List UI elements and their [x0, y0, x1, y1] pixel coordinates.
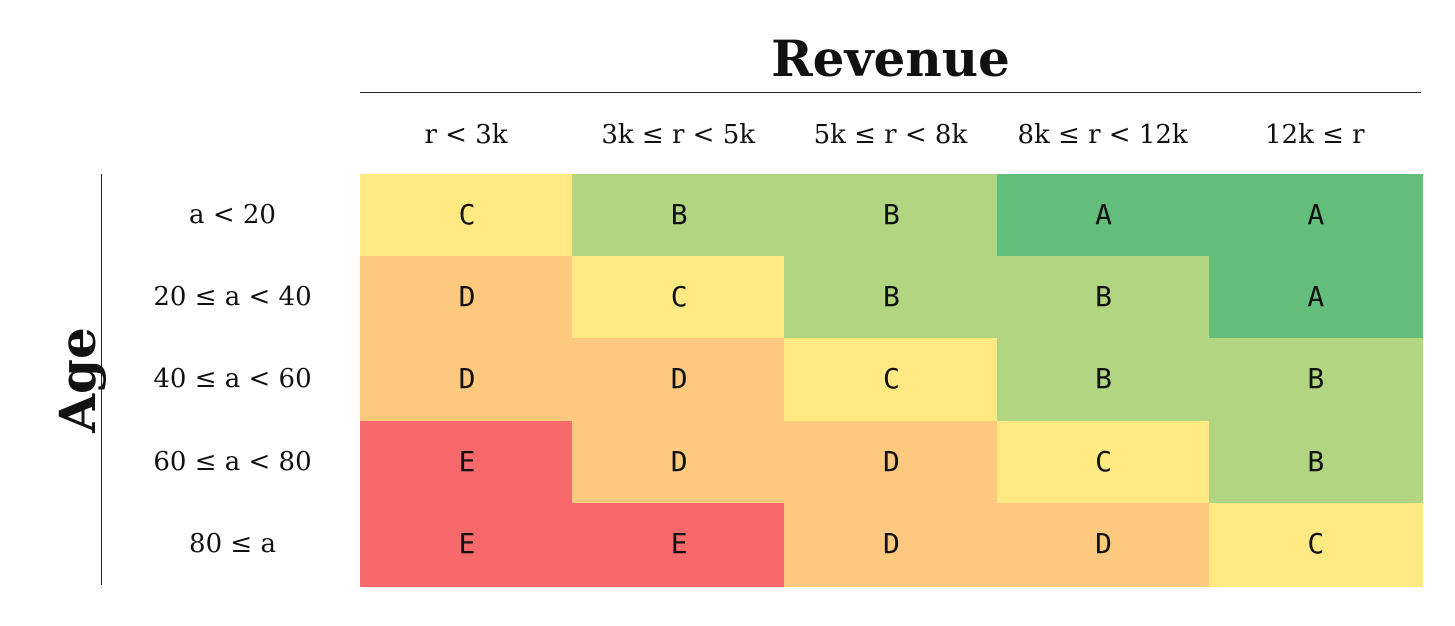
revenue-axis-rule: [360, 92, 1421, 93]
grade-cell: D: [784, 420, 999, 505]
age-row-header: 20 ≤ a < 40: [153, 282, 312, 313]
grade-cell: B: [784, 256, 999, 341]
grade-cell: C: [360, 174, 574, 258]
revenue-column-header: r < 3k: [424, 120, 508, 150]
grade-cell: D: [784, 502, 999, 587]
grade-cell: C: [996, 420, 1211, 505]
grade-cell: B: [996, 338, 1211, 423]
revenue-column-header: 5k ≤ r < 8k: [813, 120, 968, 150]
age-row-header: 80 ≤ a: [189, 528, 276, 559]
grade-cell: D: [572, 420, 787, 505]
age-axis-rule: [101, 174, 102, 585]
grade-cell: B: [1208, 420, 1423, 505]
grade-cell: B: [996, 256, 1211, 341]
grade-cell: B: [572, 174, 787, 258]
grade-cell: C: [784, 338, 999, 423]
grade-cell: C: [1208, 502, 1423, 587]
grade-cell: A: [1208, 174, 1423, 258]
age-row-header: 60 ≤ a < 80: [153, 446, 312, 477]
grade-cell: D: [360, 338, 574, 423]
grade-cell: E: [572, 502, 787, 587]
grade-cell: E: [360, 502, 574, 587]
revenue-axis-title: Revenue: [771, 29, 1010, 88]
age-row-header: a < 20: [189, 200, 276, 230]
grade-cell: D: [572, 338, 787, 423]
grade-cell: B: [1208, 338, 1423, 423]
revenue-column-header: 12k ≤ r: [1265, 120, 1365, 150]
grade-cell: C: [572, 256, 787, 341]
grade-cell: E: [360, 420, 574, 505]
grade-cell: D: [996, 502, 1211, 587]
revenue-column-header: 3k ≤ r < 5k: [601, 120, 756, 150]
revenue-column-header: 8k ≤ r < 12k: [1017, 120, 1188, 150]
grade-cell: A: [1208, 256, 1423, 341]
grade-cell: A: [996, 174, 1211, 258]
age-row-header: 40 ≤ a < 60: [153, 364, 312, 395]
grade-cell: B: [784, 174, 999, 258]
grade-cell: D: [360, 256, 574, 341]
